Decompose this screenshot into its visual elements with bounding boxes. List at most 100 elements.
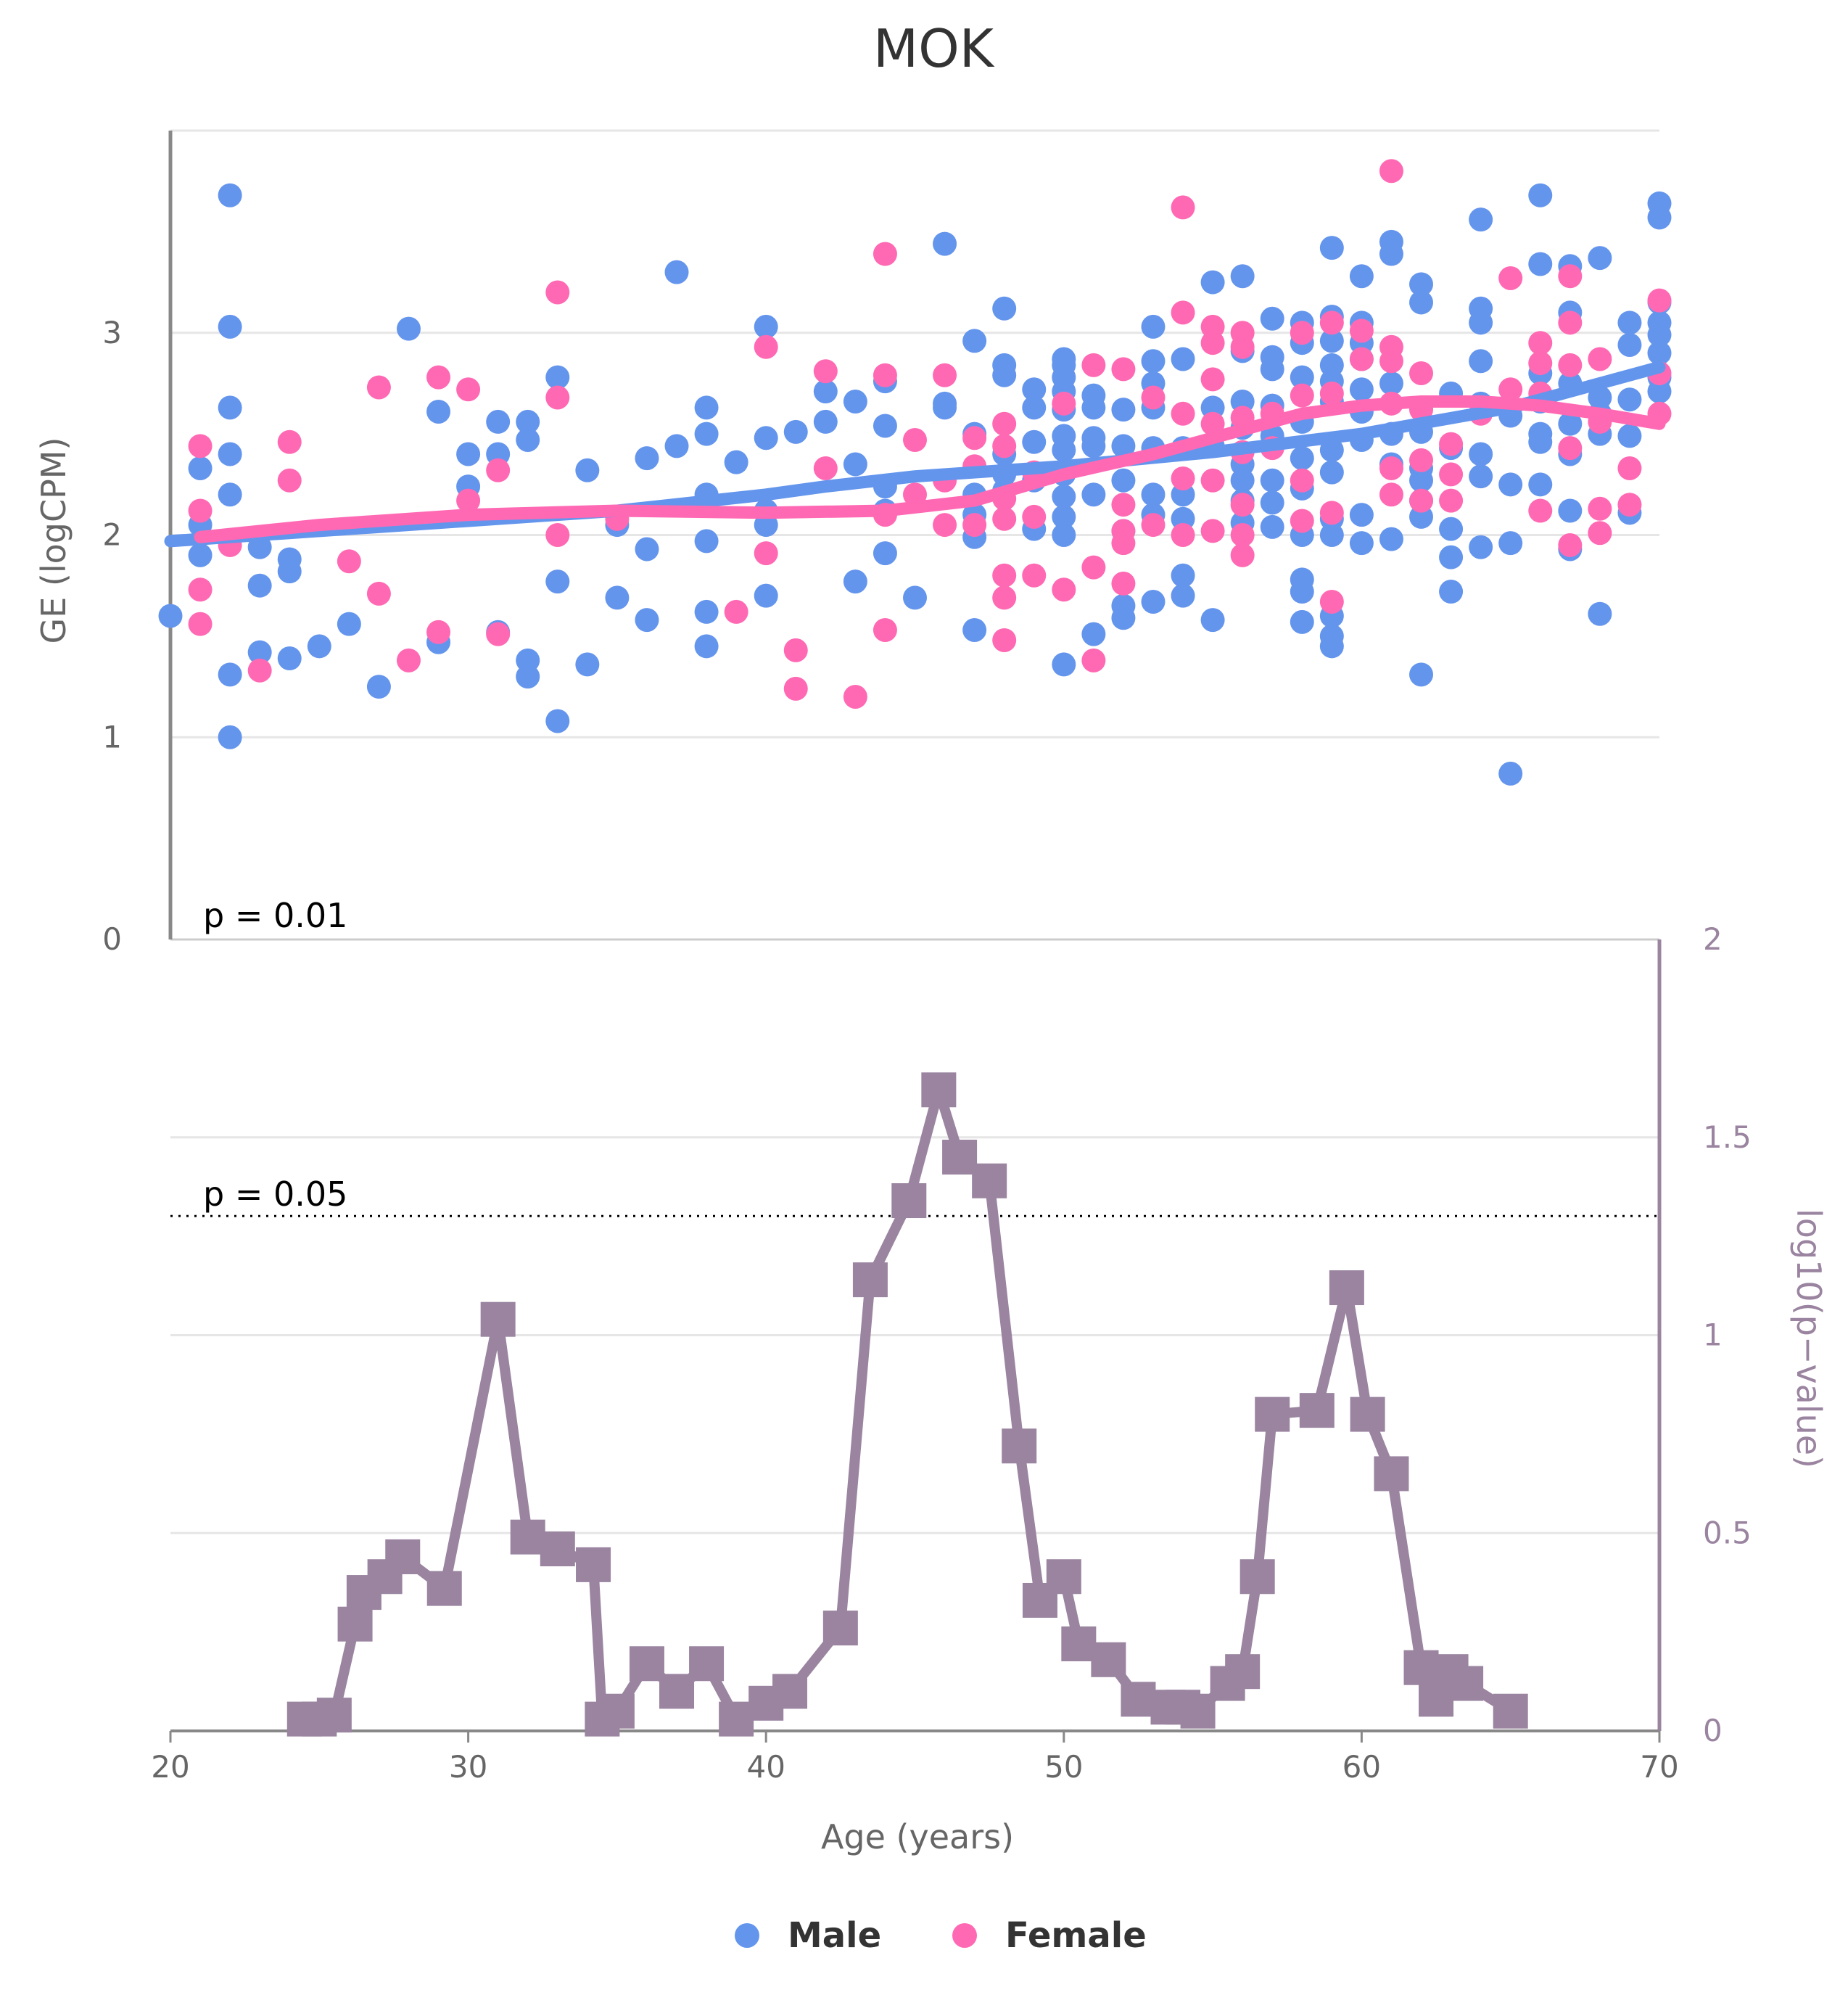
female-point <box>1290 383 1314 408</box>
male-point <box>1439 545 1464 569</box>
male-point <box>783 419 808 444</box>
male-point <box>247 573 272 598</box>
male-point <box>813 379 838 404</box>
male-point <box>218 442 242 466</box>
female-point <box>1409 448 1434 472</box>
female-point <box>1558 436 1583 461</box>
male-point <box>1469 442 1493 466</box>
female-point <box>1290 321 1314 345</box>
female-point <box>933 513 957 538</box>
pvalue-marker <box>689 1646 725 1682</box>
male-point <box>694 599 719 624</box>
female-point <box>188 434 213 458</box>
male-point <box>933 395 957 420</box>
male-point <box>754 583 778 608</box>
female-point <box>754 541 778 566</box>
male-point <box>1111 434 1136 458</box>
female-point <box>1052 391 1076 416</box>
male-point <box>1081 482 1106 507</box>
bottom-y-axis-title: log10(p−value) <box>1789 1209 1828 1468</box>
female-point <box>1230 543 1255 567</box>
male-point <box>1528 472 1553 497</box>
female-point <box>1379 349 1403 374</box>
male-point <box>635 446 659 471</box>
female-point <box>1200 367 1225 392</box>
male-point <box>1469 207 1493 232</box>
female-point <box>247 658 272 683</box>
pvalue-line <box>304 1085 1514 1724</box>
male-point <box>1171 563 1195 588</box>
male-point <box>664 434 689 458</box>
female-point <box>1171 401 1195 426</box>
male-point <box>1349 531 1374 556</box>
female-point <box>1171 523 1195 547</box>
legend-male-label: Male <box>788 1915 881 1956</box>
female-point <box>1558 264 1583 289</box>
male-point <box>1469 349 1493 374</box>
male-point <box>1439 517 1464 541</box>
male-point <box>1379 527 1403 551</box>
male-point <box>1171 347 1195 371</box>
female-point <box>545 280 570 305</box>
pvalue-marker <box>510 1519 545 1555</box>
male-point <box>1528 252 1553 276</box>
female-point <box>933 363 957 387</box>
male-point <box>516 665 540 689</box>
male-point <box>218 725 242 749</box>
female-point <box>724 599 748 624</box>
female-point <box>277 429 302 454</box>
male-point <box>486 409 511 434</box>
male-point <box>1260 514 1284 539</box>
female-point <box>1647 288 1672 313</box>
x-tick-label: 50 <box>1044 1749 1083 1785</box>
legend-item-female[interactable]: Female <box>952 1915 1147 1956</box>
male-point <box>1469 535 1493 559</box>
pvalue-marker <box>1374 1456 1409 1492</box>
male-point <box>1617 310 1642 335</box>
male-point <box>1498 472 1523 497</box>
legend-item-male[interactable]: Male <box>735 1915 881 1956</box>
male-point <box>1409 662 1434 687</box>
male-point <box>1052 523 1076 547</box>
male-point <box>1528 183 1553 207</box>
female-point <box>1081 353 1106 377</box>
female-point <box>456 377 481 402</box>
male-point <box>1141 589 1166 614</box>
bottom-y-tick-label: 1.5 <box>1703 1119 1752 1155</box>
x-axis-ticks: 20 30 40 50 60 70 <box>151 1731 1679 1785</box>
female-point <box>1528 351 1553 376</box>
male-point <box>1260 490 1284 515</box>
x-tick-label: 60 <box>1342 1749 1381 1785</box>
male-point <box>1439 580 1464 604</box>
pvalue-marker <box>1299 1393 1335 1428</box>
female-point <box>1349 318 1374 343</box>
male-point <box>1052 652 1076 677</box>
male-point <box>1498 531 1523 556</box>
male-point <box>1319 236 1344 260</box>
male-point <box>218 395 242 420</box>
female-point <box>1379 482 1403 507</box>
female-point <box>1379 159 1403 184</box>
male-point <box>516 427 540 452</box>
male-point <box>456 442 481 466</box>
female-point <box>1558 310 1583 335</box>
pvalue-marker <box>576 1547 611 1582</box>
male-point <box>1319 460 1344 485</box>
male-point <box>1588 246 1612 271</box>
x-axis-title: Age (years) <box>821 1817 1014 1856</box>
axes <box>168 131 1662 1732</box>
scatter-points <box>158 159 1672 786</box>
pvalue-marker <box>1403 1650 1439 1685</box>
pvalue-marker <box>629 1646 664 1682</box>
male-point <box>754 513 778 538</box>
male-point <box>1558 411 1583 436</box>
male-point <box>1319 523 1344 547</box>
male-point <box>635 537 659 562</box>
female-point <box>1439 462 1464 487</box>
male-point <box>1111 468 1136 493</box>
male-point <box>1617 387 1642 412</box>
pvalue-marker <box>1239 1559 1275 1595</box>
top-panel-y-ticks: 0 1 2 3 <box>102 315 122 957</box>
female-point <box>545 385 570 410</box>
bottom-y-tick-label: 1 <box>1703 1317 1723 1353</box>
